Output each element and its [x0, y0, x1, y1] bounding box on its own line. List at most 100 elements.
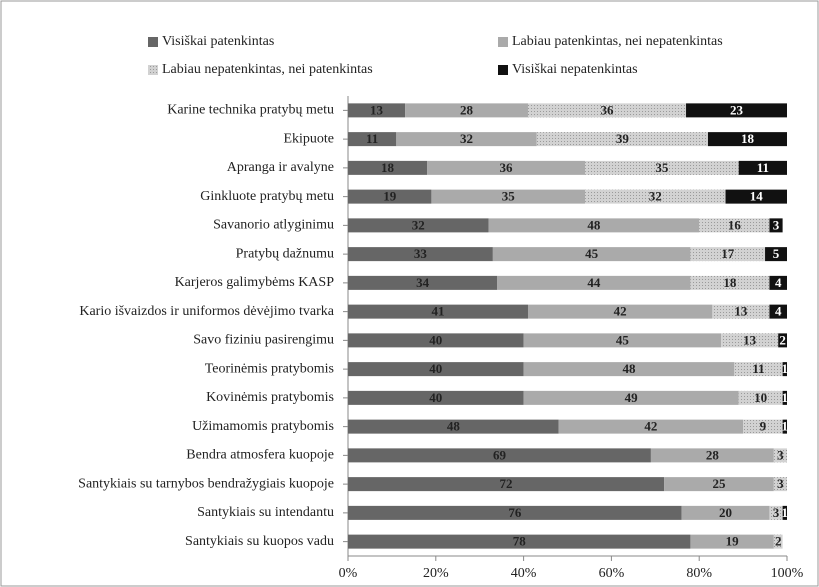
bar-segment — [712, 304, 770, 319]
x-tick-label: 80% — [686, 566, 712, 581]
y-tick-label: Santykiais su tarnybos bendražygiais kuo… — [78, 476, 334, 491]
x-tick-label: 100% — [771, 566, 804, 581]
y-tick-label: Ekipuote — [283, 131, 334, 146]
bar-segment — [743, 419, 783, 434]
bar-segment — [527, 304, 713, 319]
data-label: 72 — [500, 476, 513, 491]
data-label: 45 — [585, 246, 599, 261]
data-label: 11 — [752, 361, 764, 376]
legend-swatch — [148, 37, 158, 47]
data-label: 35 — [502, 189, 516, 204]
bar-segment — [585, 160, 739, 175]
y-tick-label: Kovinėmis pratybomis — [206, 390, 334, 405]
bar-segment — [773, 448, 787, 463]
bar-segment — [348, 419, 559, 434]
bar-segment — [782, 419, 787, 434]
bar-segment — [686, 103, 787, 118]
data-label: 48 — [622, 361, 636, 376]
data-label: 36 — [500, 160, 514, 175]
y-tick-label: Apranga ir avalyne — [227, 160, 334, 175]
data-label: 2 — [779, 332, 786, 347]
bar-segment — [427, 160, 586, 175]
data-label: 4 — [775, 275, 782, 290]
data-label: 45 — [616, 332, 630, 347]
legend-label: Visiškai patenkintas — [162, 34, 274, 49]
y-tick-label: Karjeros galimybėms KASP — [175, 275, 335, 290]
y-tick-label: Pratybų dažnumu — [236, 246, 334, 261]
legend-label: Labiau patenkintas, nei nepatenkintas — [512, 34, 723, 49]
bar-segment — [769, 304, 787, 319]
bar-segment — [431, 189, 586, 204]
bar-segment — [690, 247, 766, 262]
bar-segment — [348, 132, 397, 147]
data-label: 3 — [777, 476, 784, 491]
data-label: 18 — [723, 275, 737, 290]
bar-segment — [348, 103, 406, 118]
data-label: 11 — [366, 131, 378, 146]
data-label: 48 — [447, 419, 461, 434]
bar-segment — [558, 419, 744, 434]
data-label: 36 — [601, 102, 615, 117]
data-label: 44 — [587, 275, 601, 290]
y-tick-label: Teorinėmis pratybomis — [205, 361, 334, 376]
data-label: 13 — [743, 332, 757, 347]
data-label: 3 — [777, 447, 784, 462]
bar-segment — [348, 304, 528, 319]
data-label: 16 — [728, 217, 742, 232]
bar-segment — [782, 390, 787, 405]
x-tick-label: 40% — [511, 566, 537, 581]
bar-segment — [778, 333, 787, 348]
bar-segment — [782, 362, 787, 377]
bar-segment — [707, 132, 787, 147]
data-label: 5 — [773, 246, 780, 261]
bar-segment — [585, 189, 726, 204]
y-tick-label: Santykiais su kuopos vadu — [185, 534, 334, 549]
bar-segment — [348, 505, 682, 520]
bar-segment — [721, 333, 779, 348]
data-label: 69 — [493, 447, 507, 462]
bar-segment — [348, 275, 498, 290]
bar-segment — [734, 362, 783, 377]
data-label: 18 — [741, 131, 755, 146]
bar-segment — [348, 333, 524, 348]
data-label: 34 — [416, 275, 430, 290]
y-tick-label: Užimamomis pratybomis — [192, 419, 334, 434]
data-label: 20 — [719, 505, 732, 520]
data-label: 9 — [760, 419, 767, 434]
data-label: 33 — [414, 246, 428, 261]
bar-segment — [488, 218, 700, 233]
x-tick-label: 60% — [599, 566, 625, 581]
bar-segment — [782, 505, 787, 520]
y-tick-label: Savanorio atlyginimu — [213, 218, 334, 233]
bar-segment — [769, 505, 783, 520]
data-label: 14 — [750, 189, 764, 204]
data-label: 10 — [754, 390, 767, 405]
data-label: 48 — [587, 217, 601, 232]
data-label: 3 — [773, 217, 780, 232]
data-label: 76 — [508, 505, 522, 520]
bar-segment — [348, 160, 428, 175]
bar-segment — [396, 132, 537, 147]
bar-segment — [348, 247, 493, 262]
data-label: 40 — [429, 361, 442, 376]
bar-segment — [650, 448, 774, 463]
x-tick-label: 0% — [339, 566, 358, 581]
x-tick-label: 20% — [423, 566, 449, 581]
data-label: 40 — [429, 332, 442, 347]
bar-segment — [681, 505, 770, 520]
bar-segment — [348, 390, 524, 405]
data-label: 1 — [782, 419, 789, 434]
data-label: 17 — [721, 246, 735, 261]
bar-segment — [348, 218, 489, 233]
y-tick-label: Savo fiziniu pasirengimu — [193, 333, 334, 348]
bar-segment — [492, 247, 691, 262]
data-label: 19 — [383, 189, 397, 204]
y-tick-label: Kario išvaizdos ir uniformos dėvėjimo tv… — [79, 304, 334, 319]
legend-swatch — [498, 65, 508, 75]
bar-segment — [773, 477, 787, 492]
legend-swatch — [148, 65, 158, 75]
bar-segment — [769, 218, 783, 233]
data-label: 25 — [712, 476, 726, 491]
